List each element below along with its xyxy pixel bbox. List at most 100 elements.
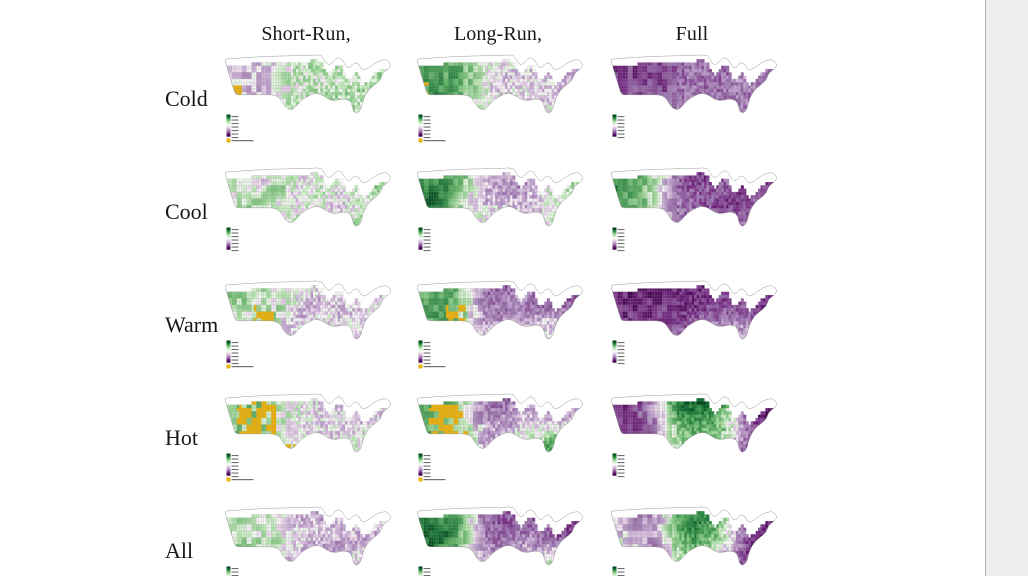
county-polygon bbox=[448, 118, 451, 122]
county-polygon bbox=[642, 101, 646, 107]
county-polygon bbox=[266, 118, 269, 122]
county-polygon bbox=[657, 101, 661, 107]
county-polygon bbox=[308, 101, 312, 106]
county-polygon bbox=[525, 128, 528, 132]
map-panel-cool-long-run-local[interactable] bbox=[414, 159, 596, 271]
county-polygon bbox=[357, 231, 360, 235]
county-polygon bbox=[654, 111, 658, 114]
county-polygon bbox=[703, 95, 708, 100]
county-polygon bbox=[527, 122, 530, 126]
row-label-warm: Warm bbox=[165, 312, 219, 337]
county-polygon bbox=[470, 108, 474, 113]
county-polygon bbox=[261, 98, 265, 103]
county-layer bbox=[417, 172, 583, 227]
county-polygon bbox=[640, 118, 643, 122]
figure-choropleth-grid: Short-Run, Local Long-Run, Local Full Co… bbox=[165, 23, 790, 576]
county-polygon bbox=[328, 115, 331, 119]
county-polygon bbox=[617, 91, 622, 97]
county-layer bbox=[225, 59, 391, 132]
county-polygon bbox=[549, 128, 552, 132]
county-polygon bbox=[485, 111, 489, 114]
county-polygon bbox=[753, 92, 757, 97]
choropleth-map bbox=[417, 167, 584, 227]
county-polygon bbox=[519, 108, 523, 113]
county-polygon bbox=[256, 211, 260, 216]
county-polygon bbox=[275, 221, 280, 226]
county-polygon bbox=[310, 208, 314, 213]
county-polygon bbox=[315, 101, 319, 106]
county-polygon bbox=[741, 118, 744, 122]
county-polygon bbox=[520, 128, 523, 132]
county-polygon bbox=[303, 214, 307, 219]
county-polygon bbox=[333, 231, 336, 235]
county-polygon bbox=[542, 118, 545, 122]
county-polygon bbox=[248, 218, 253, 223]
county-polygon bbox=[485, 142, 488, 146]
county-polygon bbox=[483, 115, 486, 119]
column-header-line1: Short-Run, bbox=[261, 23, 351, 45]
county-polygon bbox=[369, 101, 373, 106]
county-polygon bbox=[369, 108, 373, 113]
county-polygon bbox=[460, 98, 464, 103]
county-polygon bbox=[271, 211, 275, 216]
county-polygon bbox=[748, 122, 751, 126]
county-layer bbox=[225, 172, 391, 259]
county-polygon bbox=[244, 115, 247, 119]
county-polygon bbox=[490, 118, 493, 122]
county-polygon bbox=[716, 122, 719, 126]
county-polygon bbox=[263, 108, 268, 113]
county-polygon bbox=[369, 218, 373, 223]
map-panel-cool-short-run-local[interactable] bbox=[222, 159, 404, 271]
county-polygon bbox=[751, 118, 754, 122]
county-polygon bbox=[478, 142, 481, 146]
county-polygon bbox=[632, 108, 636, 113]
map-panel-cold-short-run-local[interactable] bbox=[222, 46, 404, 158]
county-polygon bbox=[741, 128, 744, 132]
county-polygon bbox=[485, 108, 489, 113]
county-polygon bbox=[323, 235, 326, 239]
county-polygon bbox=[765, 95, 769, 100]
county-polygon bbox=[536, 105, 541, 110]
county-polygon bbox=[355, 238, 358, 242]
county-polygon bbox=[689, 98, 693, 103]
county-polygon bbox=[746, 138, 749, 142]
county-polygon bbox=[612, 82, 617, 87]
county-polygon bbox=[355, 125, 358, 129]
county-polygon bbox=[271, 231, 274, 235]
county-polygon bbox=[657, 115, 660, 119]
county-polygon bbox=[340, 122, 343, 126]
county-polygon bbox=[286, 248, 289, 252]
county-polygon bbox=[352, 245, 355, 249]
county-polygon bbox=[689, 115, 692, 119]
county-polygon bbox=[322, 211, 326, 216]
county-polygon bbox=[672, 115, 675, 119]
map-panel-cold-full[interactable] bbox=[608, 46, 790, 158]
county-polygon bbox=[517, 111, 521, 114]
county-polygon bbox=[242, 235, 245, 239]
county-polygon bbox=[689, 101, 693, 106]
county-polygon bbox=[312, 108, 317, 113]
county-polygon bbox=[357, 255, 360, 259]
county-polygon bbox=[625, 122, 628, 126]
county-polygon bbox=[500, 122, 503, 126]
county-polygon bbox=[355, 128, 358, 132]
county-polygon bbox=[694, 118, 697, 122]
county-polygon bbox=[242, 122, 245, 126]
county-polygon bbox=[306, 235, 309, 239]
county-polygon bbox=[296, 235, 299, 239]
map-panel-cold-long-run-local[interactable] bbox=[414, 46, 596, 158]
county-polygon bbox=[755, 111, 759, 114]
county-polygon bbox=[271, 105, 275, 110]
county-polygon bbox=[445, 98, 450, 103]
county-polygon bbox=[349, 111, 354, 114]
county-polygon bbox=[466, 118, 469, 122]
county-polygon bbox=[362, 108, 366, 113]
county-polygon bbox=[661, 105, 666, 110]
county-polygon bbox=[531, 101, 536, 106]
county-polygon bbox=[308, 122, 311, 126]
county-polygon bbox=[502, 105, 506, 110]
county-polygon bbox=[657, 111, 661, 114]
county-polygon bbox=[234, 98, 238, 103]
county-polygon bbox=[369, 211, 373, 216]
county-polygon bbox=[709, 125, 712, 129]
